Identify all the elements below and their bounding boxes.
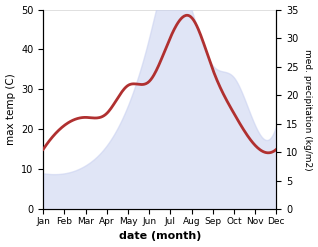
Y-axis label: med. precipitation (kg/m2): med. precipitation (kg/m2) (303, 49, 313, 170)
X-axis label: date (month): date (month) (119, 231, 201, 242)
Y-axis label: max temp (C): max temp (C) (5, 74, 16, 145)
